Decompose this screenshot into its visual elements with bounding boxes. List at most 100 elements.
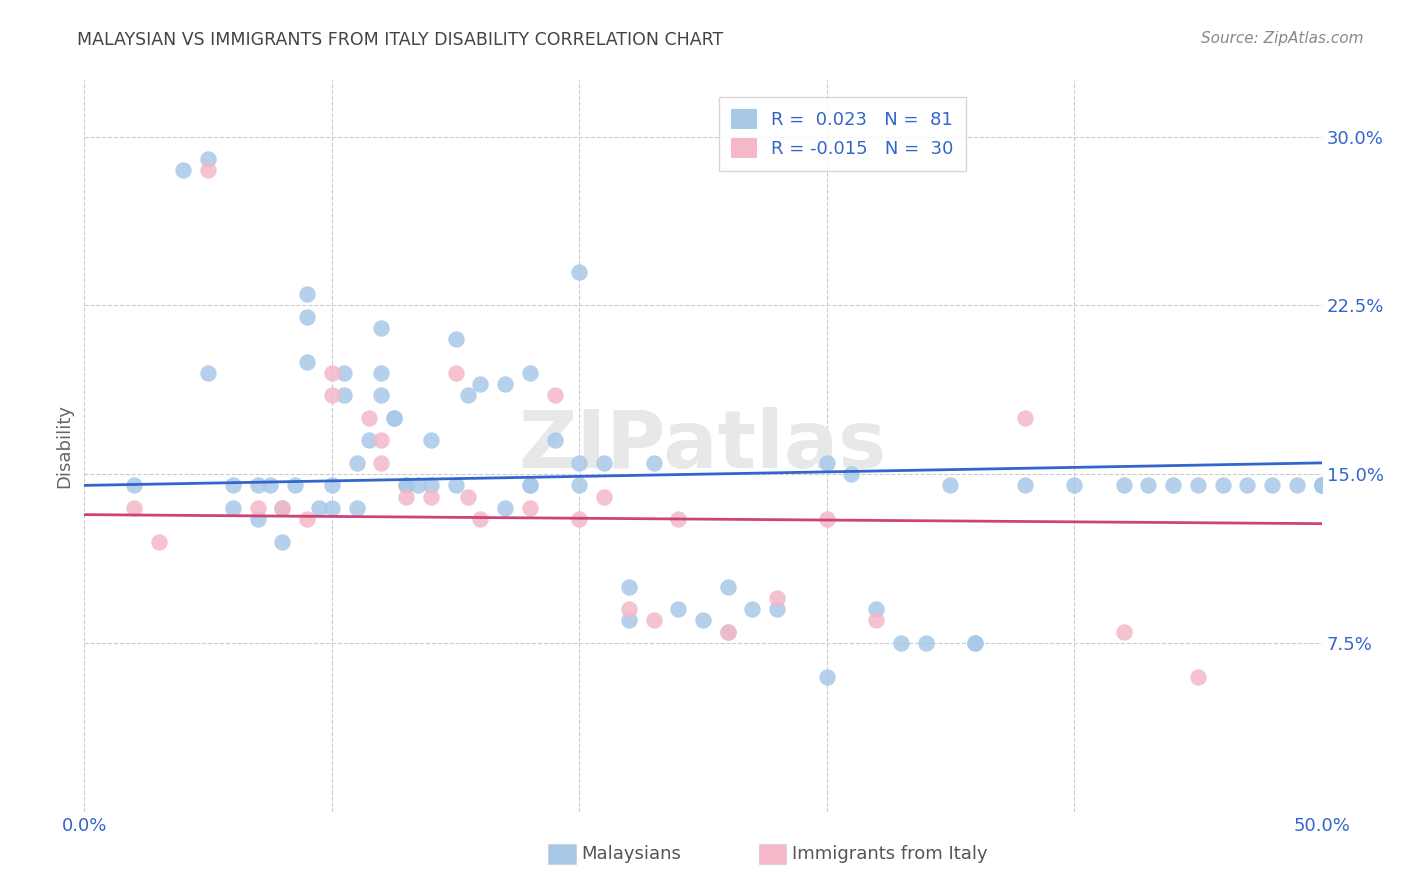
Point <box>1112 478 1135 492</box>
Point <box>1137 478 1160 492</box>
Point <box>172 163 194 178</box>
Point <box>346 456 368 470</box>
Point <box>197 152 219 166</box>
Point <box>333 388 356 402</box>
Point <box>643 614 665 628</box>
Point <box>122 500 145 515</box>
Point <box>395 478 418 492</box>
Point <box>914 636 936 650</box>
Point <box>568 512 591 526</box>
Point <box>519 500 541 515</box>
Point <box>197 163 219 178</box>
Point <box>246 512 269 526</box>
Point <box>346 500 368 515</box>
Point <box>965 636 987 650</box>
Text: Source: ZipAtlas.com: Source: ZipAtlas.com <box>1201 31 1364 46</box>
Text: Immigrants from Italy: Immigrants from Italy <box>792 845 987 863</box>
Point <box>395 478 418 492</box>
Point <box>382 410 405 425</box>
Point <box>617 580 640 594</box>
Point <box>395 490 418 504</box>
Point <box>1187 478 1209 492</box>
Point <box>271 534 294 549</box>
Point <box>370 321 392 335</box>
Point <box>1310 478 1333 492</box>
Point <box>295 310 318 324</box>
Point <box>717 624 740 639</box>
Point <box>815 670 838 684</box>
Point <box>470 377 492 392</box>
Point <box>1236 478 1258 492</box>
Point <box>692 614 714 628</box>
Point <box>1310 478 1333 492</box>
Point <box>382 410 405 425</box>
Point <box>419 434 441 448</box>
Point <box>419 478 441 492</box>
Point <box>1310 478 1333 492</box>
Point <box>741 602 763 616</box>
Point <box>939 478 962 492</box>
Legend: R =  0.023   N =  81, R = -0.015   N =  30: R = 0.023 N = 81, R = -0.015 N = 30 <box>718 96 966 170</box>
Point <box>519 478 541 492</box>
Point <box>457 490 479 504</box>
Y-axis label: Disability: Disability <box>55 404 73 488</box>
Text: Malaysians: Malaysians <box>582 845 682 863</box>
Point <box>643 456 665 470</box>
Point <box>543 434 565 448</box>
Point <box>370 366 392 380</box>
Point <box>1212 478 1234 492</box>
Point <box>1014 410 1036 425</box>
Point <box>295 354 318 368</box>
Point <box>865 614 887 628</box>
Point <box>222 478 245 492</box>
Point <box>284 478 307 492</box>
Point <box>357 410 380 425</box>
Point <box>271 500 294 515</box>
Point <box>568 456 591 470</box>
Point <box>246 478 269 492</box>
Point <box>666 602 689 616</box>
Point <box>766 591 789 605</box>
Point <box>321 366 343 380</box>
Point <box>370 388 392 402</box>
Point <box>519 366 541 380</box>
Point <box>494 377 516 392</box>
Point <box>1187 670 1209 684</box>
Point <box>1261 478 1284 492</box>
Point <box>444 332 467 346</box>
Point <box>246 500 269 515</box>
Point <box>815 512 838 526</box>
Point <box>122 478 145 492</box>
Point <box>568 264 591 278</box>
Point <box>259 478 281 492</box>
Point <box>308 500 330 515</box>
Point <box>321 478 343 492</box>
Point <box>321 388 343 402</box>
Point <box>815 456 838 470</box>
Point <box>1161 478 1184 492</box>
Text: MALAYSIAN VS IMMIGRANTS FROM ITALY DISABILITY CORRELATION CHART: MALAYSIAN VS IMMIGRANTS FROM ITALY DISAB… <box>77 31 724 49</box>
FancyBboxPatch shape <box>548 844 575 864</box>
Point <box>717 580 740 594</box>
Point <box>890 636 912 650</box>
Point <box>617 602 640 616</box>
Point <box>457 388 479 402</box>
Point <box>419 490 441 504</box>
FancyBboxPatch shape <box>759 844 786 864</box>
Point <box>271 500 294 515</box>
Point <box>333 366 356 380</box>
Point <box>197 366 219 380</box>
Point <box>1014 478 1036 492</box>
Point <box>1112 624 1135 639</box>
Point <box>1310 478 1333 492</box>
Point <box>370 434 392 448</box>
Point <box>593 490 616 504</box>
Point <box>370 456 392 470</box>
Point <box>965 636 987 650</box>
Point <box>408 478 430 492</box>
Point <box>865 602 887 616</box>
Point <box>841 467 863 482</box>
Point <box>357 434 380 448</box>
Point <box>295 512 318 526</box>
Point <box>1063 478 1085 492</box>
